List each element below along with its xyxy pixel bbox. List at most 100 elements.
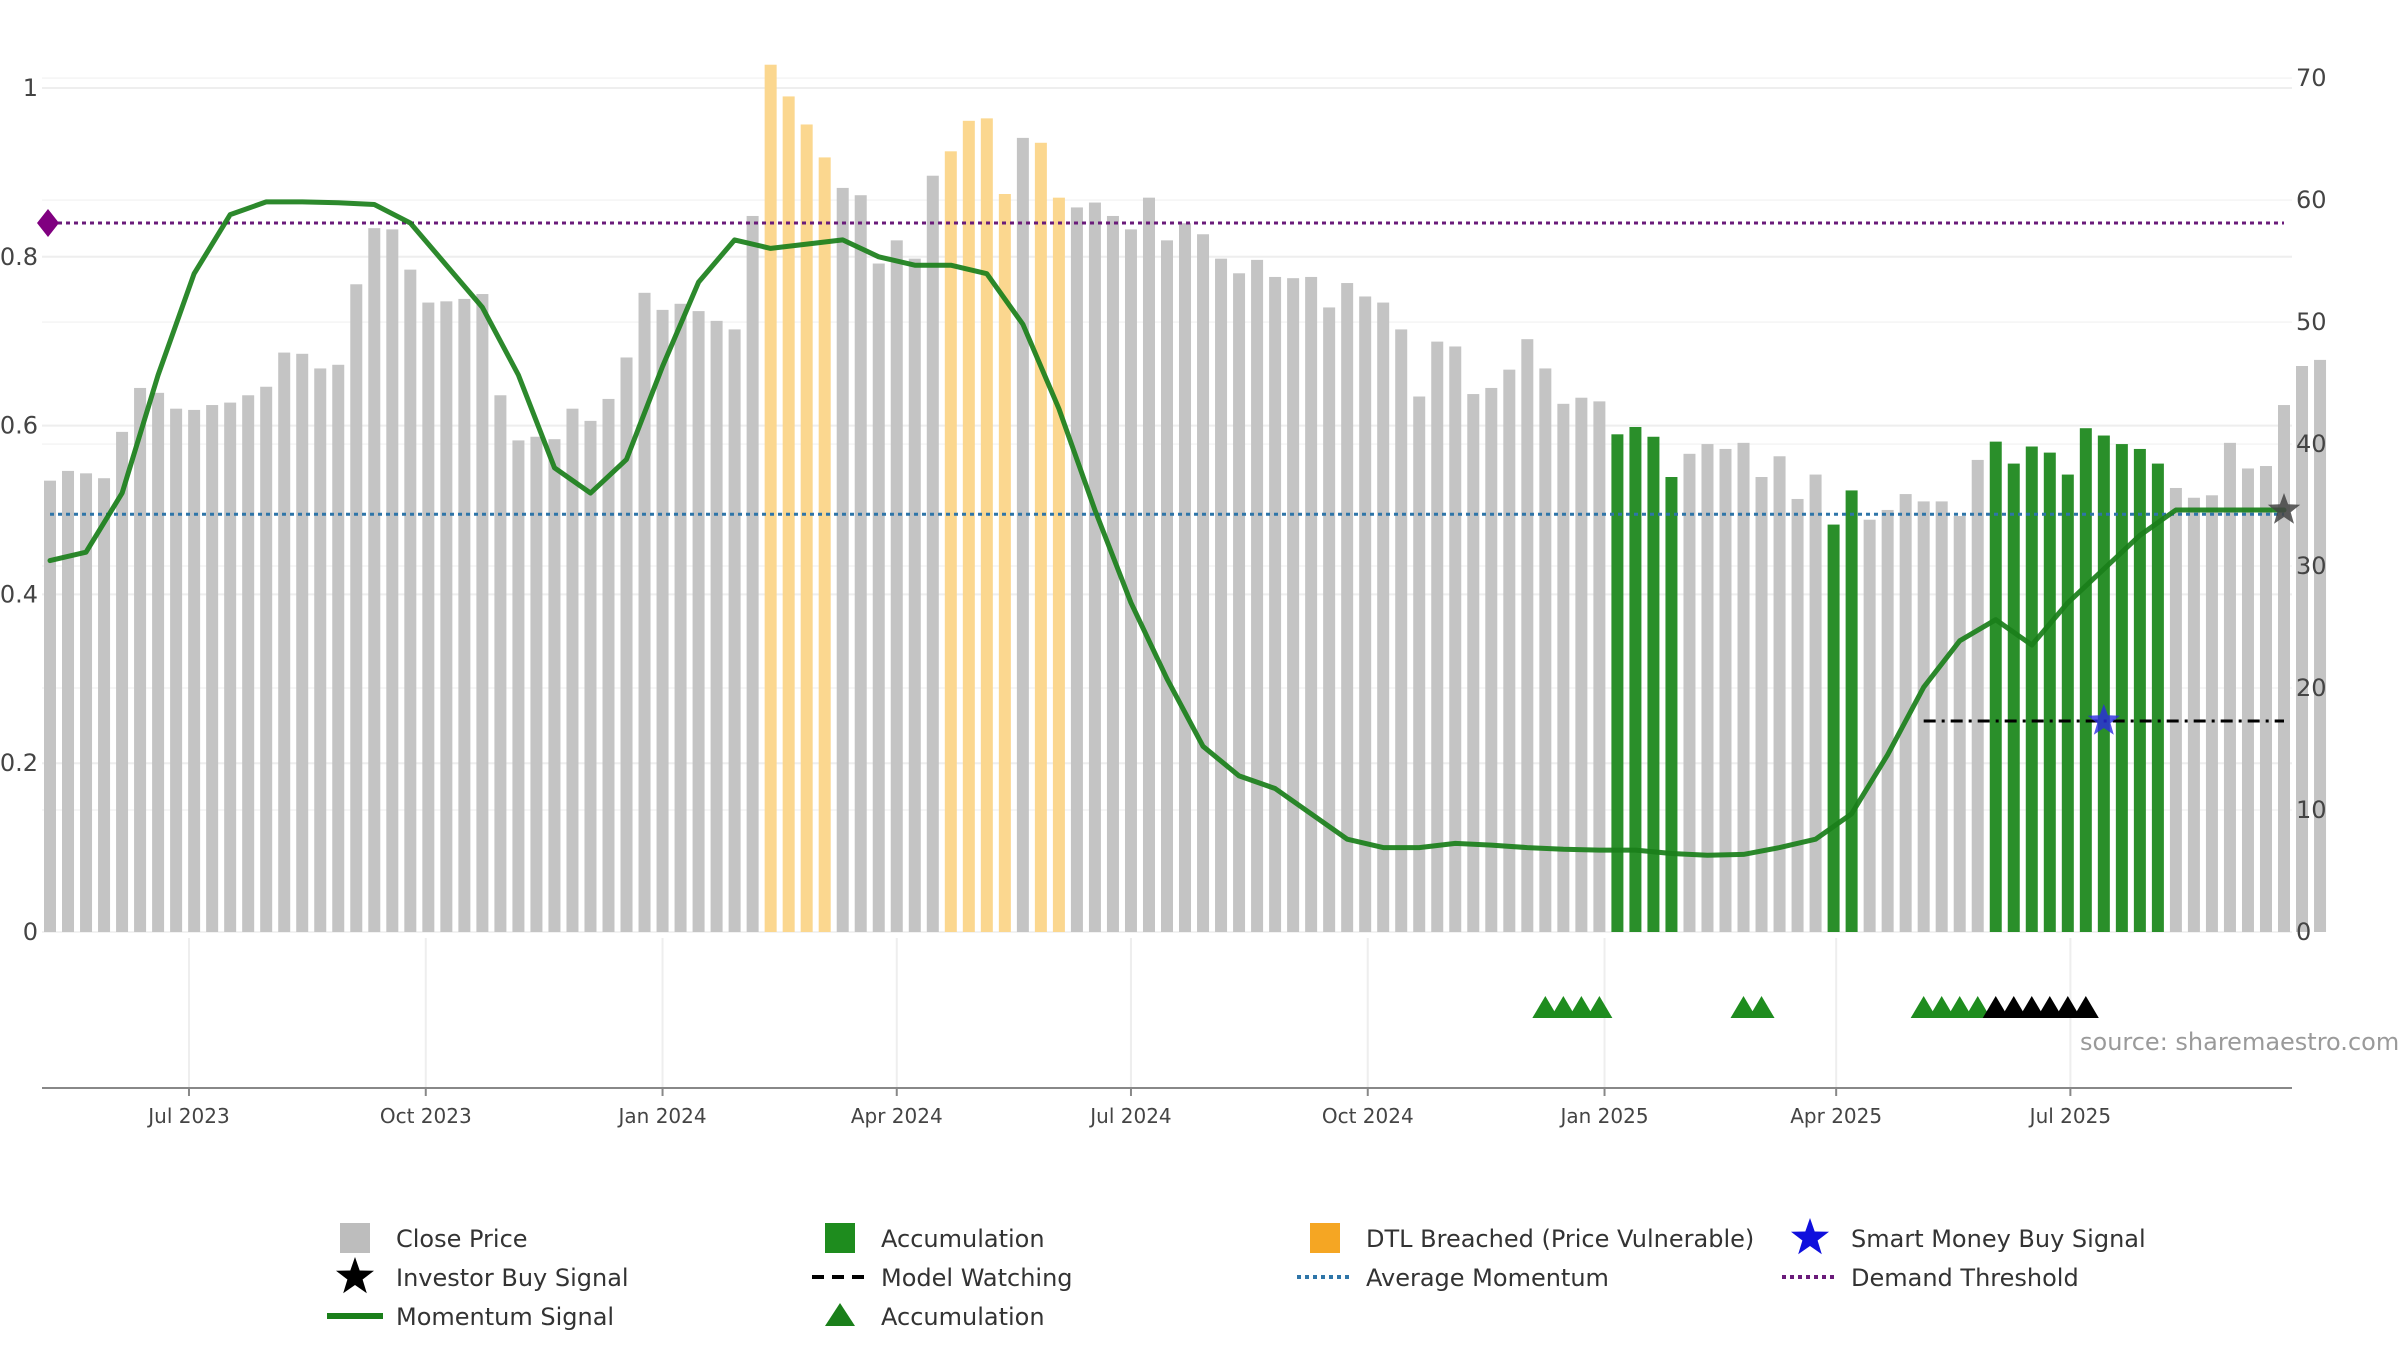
x-axis-tick-label: Apr 2025 (1790, 1104, 1882, 1128)
legend-label: Accumulation (881, 1225, 1045, 1253)
legend-swatch-square (1310, 1223, 1340, 1253)
bar-close-price (170, 408, 183, 932)
legend-swatch-star (336, 1257, 374, 1294)
bar-close-price (1413, 396, 1426, 932)
bar-accumulation (2061, 474, 2074, 932)
accumulation-triangle (1910, 996, 1937, 1018)
x-axis-tick-label: Jan 2025 (1558, 1104, 1648, 1128)
bar-close-price (2241, 468, 2254, 932)
left-axis-tick-label: 1 (23, 74, 38, 102)
bar-close-price (404, 269, 417, 933)
accumulation-triangle (1946, 996, 1973, 1018)
bar-close-price (1251, 259, 1264, 932)
bar-close-price (1593, 401, 1606, 933)
bar-close-price (188, 409, 201, 933)
bar-close-price (1683, 453, 1696, 932)
bar-dtl-breached (800, 124, 813, 932)
bar-close-price (476, 294, 489, 933)
bar-close-price (386, 229, 399, 932)
bar-close-price (368, 228, 381, 933)
demand-threshold-marker (37, 209, 59, 238)
bar-close-price (584, 420, 597, 932)
bar-dtl-breached (818, 157, 831, 932)
bar-accumulation (2025, 446, 2038, 932)
x-axis-tick-label: Apr 2024 (851, 1104, 943, 1128)
bar-dtl-breached (998, 194, 1011, 932)
legend-label: Close Price (396, 1225, 528, 1253)
bar-close-price (548, 439, 561, 932)
bar-close-price (1503, 369, 1516, 932)
legend-item: Momentum Signal (327, 1303, 614, 1331)
bar-close-price (278, 352, 291, 932)
bar-close-price (332, 364, 345, 932)
bar-close-price (494, 395, 507, 933)
legend-label: Accumulation (881, 1303, 1045, 1331)
bar-close-price (1935, 501, 1948, 932)
bar-close-price (296, 353, 309, 932)
bar-close-price (512, 440, 525, 932)
bar-accumulation (1845, 490, 1858, 932)
bar-close-price (710, 320, 723, 932)
legend-label: DTL Breached (Price Vulnerable) (1366, 1225, 1754, 1253)
bar-accumulation (2007, 463, 2020, 932)
x-axis-tick-label: Oct 2024 (1322, 1104, 1414, 1128)
legend-label: Investor Buy Signal (396, 1264, 629, 1292)
bar-close-price (206, 405, 219, 932)
bar-close-price (908, 258, 921, 932)
bar-close-price (350, 284, 363, 932)
bar-close-price (1269, 276, 1282, 933)
bar-close-price (1431, 341, 1444, 932)
bar-close-price (1197, 234, 1210, 932)
accumulation-triangle (1550, 996, 1577, 1018)
bar-close-price (2259, 466, 2272, 932)
legend-item: Close Price (340, 1223, 528, 1253)
bar-close-price (1575, 397, 1588, 932)
bar-close-price (1215, 258, 1228, 932)
bar-close-price (314, 368, 327, 932)
accumulation-triangle (1748, 996, 1775, 1018)
bar-close-price (1179, 223, 1192, 933)
bar-close-price (674, 303, 687, 932)
bar-close-price (1899, 494, 1912, 932)
bar-accumulation (1647, 436, 1660, 932)
bar-close-price (1467, 394, 1480, 933)
signal-triangle-black (1982, 996, 2009, 1018)
legend-item: Average Momentum (1297, 1264, 1609, 1292)
legend-item: Accumulation (825, 1303, 1045, 1331)
bar-close-price (692, 311, 705, 932)
legend-label: Momentum Signal (396, 1303, 614, 1331)
right-axis-tick-label: 0 (2296, 918, 2311, 946)
bar-dtl-breached (962, 120, 975, 932)
accumulation-triangles (1532, 996, 2099, 1018)
bar-close-price (1449, 346, 1462, 932)
right-axis-tick-label: 30 (2296, 552, 2327, 580)
legend-swatch-square (825, 1223, 855, 1253)
legend-item: Accumulation (825, 1223, 1045, 1253)
smart-money-buy-signal-star (2087, 704, 2120, 735)
legend-item: Investor Buy Signal (336, 1257, 629, 1294)
legend-label: Average Momentum (1366, 1264, 1609, 1292)
bar-close-price (1755, 477, 1768, 932)
left-y-axis: 0 0.2 0.4 0.6 0.8 1 (0, 74, 38, 946)
bar-close-price (1719, 448, 1732, 932)
bar-close-price (116, 431, 129, 932)
right-y-axis: 0 10 20 30 40 50 60 70 (2296, 64, 2327, 946)
signal-markers (37, 209, 2301, 735)
bar-close-price (2169, 487, 2182, 932)
momentum-signal-line (47, 199, 2287, 858)
bar-close-price (152, 392, 165, 932)
bar-close-price (1953, 516, 1966, 932)
grid (42, 77, 2292, 1088)
bar-close-price (890, 240, 903, 933)
legend-swatch-star (1791, 1218, 1829, 1255)
bar-close-price (602, 398, 615, 932)
bar-close-price (1791, 498, 1804, 932)
bar-close-price (1773, 456, 1786, 932)
bar-close-price (1557, 403, 1570, 932)
bar-close-price (872, 263, 885, 932)
bar-close-price (1881, 509, 1894, 932)
bar-close-price (1809, 474, 1822, 932)
bar-close-price (2314, 359, 2327, 932)
bar-close-price (656, 309, 669, 932)
bar-close-price (1737, 442, 1750, 932)
